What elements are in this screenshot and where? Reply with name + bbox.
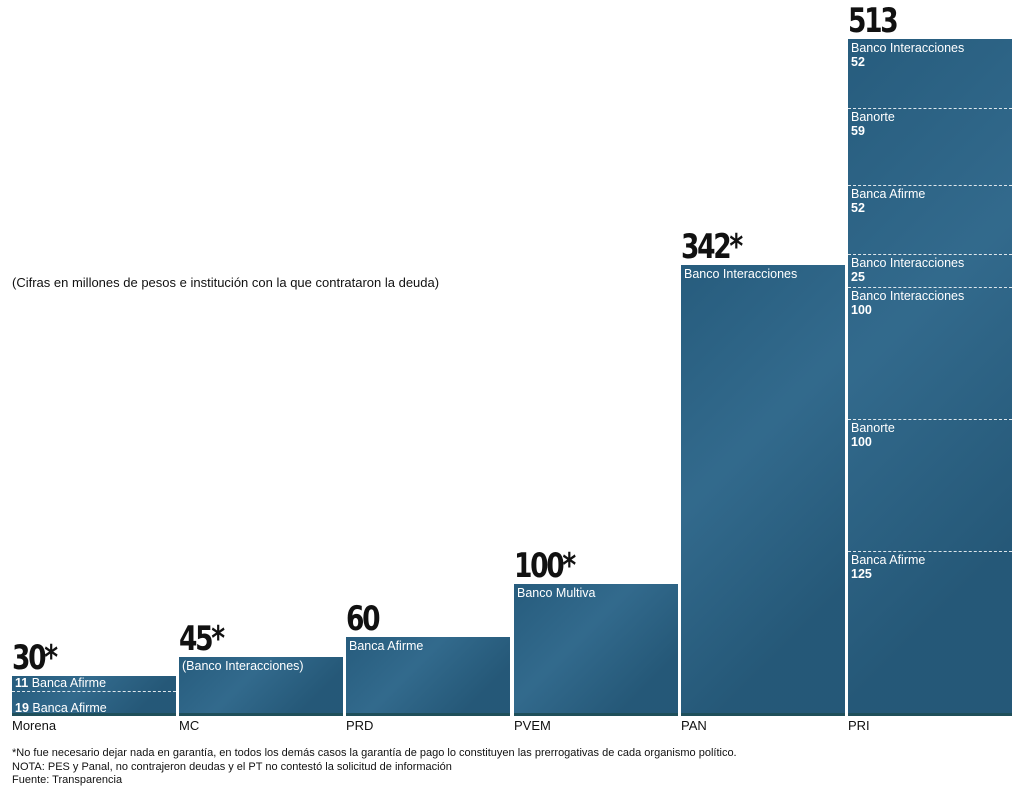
segment-lender: Banca Afirme <box>28 676 107 690</box>
segment-lender: Banco Interacciones <box>851 289 965 303</box>
segment-value: 125 <box>851 567 872 581</box>
segment-lender: Banco Interacciones <box>851 256 965 270</box>
segment-lender: (Banco Interacciones) <box>182 659 304 673</box>
segment-divider <box>848 108 1012 109</box>
footnote-text: *No fue necesario dejar nada en garantía… <box>12 747 737 759</box>
category-label: Morena <box>12 718 57 733</box>
category-label: PRI <box>848 718 870 733</box>
segment-value: 52 <box>851 55 865 69</box>
segment-lender: Banca Afirme <box>349 639 424 653</box>
bar-baseline <box>848 713 1012 716</box>
source-text: Fuente: Transparencia <box>12 774 123 786</box>
bar-total-label: 60 <box>346 599 381 639</box>
segment-lender: Banorte <box>851 110 895 124</box>
category-label: PVEM <box>514 718 551 733</box>
segment-value: 100 <box>851 303 872 317</box>
bar-prd: Banca Afirme <box>346 637 510 716</box>
segment-value: 52 <box>851 201 865 215</box>
bar-pri: Banca Afirme 125 Banorte 100 Banco Interacci… <box>848 39 1012 716</box>
category-label: PAN <box>681 718 707 733</box>
segment-label: Banco Interacciones 100 <box>851 289 964 317</box>
bar-pan: Banco Interacciones <box>681 265 845 716</box>
segment-label: Banorte 59 <box>851 110 895 138</box>
segment-lender: Banco Interacciones <box>684 267 798 281</box>
segment-lender: Banco Interacciones <box>851 41 965 55</box>
segment-value: 59 <box>851 124 865 138</box>
bar-baseline <box>681 713 845 716</box>
segment-value: 25 <box>851 270 865 284</box>
segment-lender: Banorte <box>851 421 895 435</box>
bar-total-label: 342* <box>681 227 743 267</box>
segment-lender: Banca Afirme <box>851 187 926 201</box>
segment-divider <box>12 691 176 692</box>
segment-label: Banca Afirme <box>349 639 423 653</box>
segment-divider <box>848 419 1012 420</box>
bar-mc: (Banco Interacciones) <box>179 657 343 716</box>
bar-pvem: Banco Multiva <box>514 584 678 716</box>
segment-label: Banco Interacciones 25 <box>851 256 964 284</box>
segment-lender: Banco Multiva <box>517 586 596 600</box>
bar-baseline <box>12 713 176 716</box>
segment-divider <box>848 551 1012 552</box>
segment-label: Banco Interacciones <box>684 267 797 281</box>
segment-label: (Banco Interacciones) <box>182 659 304 673</box>
bar-total-label: 513 <box>848 1 899 41</box>
segment-label: 19 Banca Afirme <box>15 701 107 715</box>
segment-label: Banorte 100 <box>851 421 895 449</box>
segment-lender: Banca Afirme <box>28 701 107 715</box>
bar-morena: 19 Banca Afirme 11 Banca Afirme <box>12 676 176 716</box>
segment-label: Banco Multiva <box>517 586 596 600</box>
segment-value: 11 <box>15 676 29 690</box>
bar-baseline <box>179 713 343 716</box>
segment-value: 19 <box>15 701 29 715</box>
bar-total-label: 30* <box>12 638 58 678</box>
segment-divider <box>848 287 1012 288</box>
stacked-debt-bar-chart: (Cifras en millones de pesos e instituci… <box>12 1 1012 733</box>
nota-text: NOTA: PES y Panal, no contrajeron deudas… <box>12 760 452 773</box>
segment-value: 100 <box>851 435 872 449</box>
segment-divider <box>848 185 1012 186</box>
segment-label: Banca Afirme 52 <box>851 187 925 215</box>
segment-label: 11 Banca Afirme <box>15 676 106 690</box>
bar-total-label: 100* <box>514 546 576 586</box>
category-label: PRD <box>346 718 374 733</box>
chart-notes: *No fue necesario dejar nada en garantía… <box>12 747 737 788</box>
bar-baseline <box>514 713 678 716</box>
chart-subtitle: (Cifras en millones de pesos e instituci… <box>12 275 440 290</box>
segment-divider <box>848 254 1012 255</box>
category-label: MC <box>179 718 200 733</box>
segment-label: Banca Afirme 125 <box>851 553 925 581</box>
bar-total-label: 45* <box>179 619 225 659</box>
segment-lender: Banca Afirme <box>851 553 926 567</box>
segment-label: Banco Interacciones 52 <box>851 41 964 69</box>
bar-baseline <box>346 713 510 716</box>
